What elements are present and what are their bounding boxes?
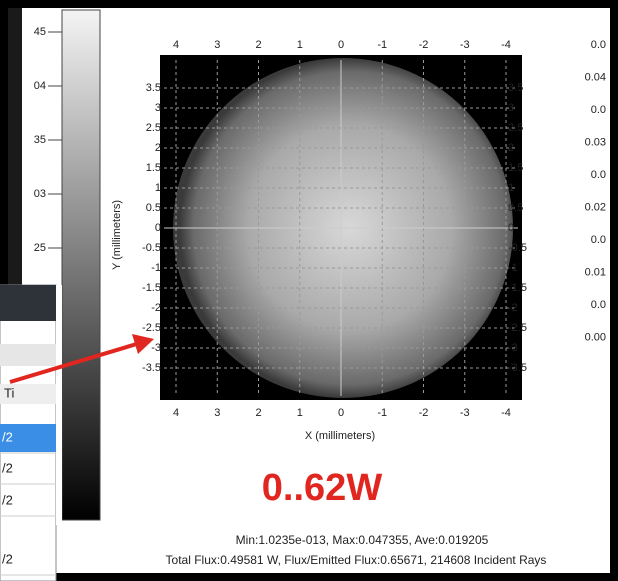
y-tick-label: 1.5	[146, 162, 161, 174]
y-tick-label: 3.5	[146, 82, 161, 94]
window-header	[0, 285, 56, 321]
column-header	[0, 384, 56, 404]
stats-line: Min:1.0235e-013, Max:0.047355, Ave:0.019…	[236, 533, 489, 547]
y-tick-label: 3	[508, 102, 514, 114]
y-tick-label: -2.5	[508, 322, 527, 334]
x-tick-label: 3	[214, 407, 220, 419]
arrow-shaft	[9, 341, 141, 384]
x-tick-label: 1	[297, 39, 303, 51]
x-tick-label: -1	[377, 407, 387, 419]
colorbar-label: 25	[34, 242, 46, 254]
selected-row[interactable]	[0, 424, 56, 452]
scale-label: 0.02	[585, 201, 606, 213]
y-tick-label: 0.5	[508, 202, 523, 214]
y-tick-label: -0.5	[142, 242, 161, 254]
y-tick-label: -2	[151, 302, 161, 314]
y-tick-label: 2.5	[146, 122, 161, 134]
y-tick-label: 2.5	[508, 122, 523, 134]
scale-label: 0.0	[591, 39, 606, 51]
x-tick-label: -2	[419, 407, 429, 419]
scale-label: 0.03	[585, 136, 606, 148]
annotation: 0..62W	[262, 467, 383, 509]
gap	[56, 285, 62, 525]
scale-label: 0.01	[585, 266, 606, 278]
y-tick-label: 0	[155, 222, 161, 234]
y-tick-label: -1	[151, 262, 161, 274]
y-tick-label: 1	[155, 182, 161, 194]
x-tick-label: -1	[377, 39, 387, 51]
y-tick-label: -1	[508, 262, 518, 274]
scale-label: 0.04	[585, 71, 606, 83]
labels: 45043503250215010500.00.040.00.030.00.02…	[34, 26, 606, 524]
y-tick-label: 2	[508, 142, 514, 154]
x-tick-label: -2	[419, 39, 429, 51]
y-tick-label: 0	[508, 222, 514, 234]
toolbar	[0, 344, 56, 366]
y-tick-label: 3.5	[508, 82, 523, 94]
y-tick-label: -3	[151, 342, 161, 354]
x-tick-label: 0	[338, 407, 344, 419]
column-title: Ti	[4, 385, 14, 400]
y-tick-label: -2.5	[142, 322, 161, 334]
x-tick-label: 0	[338, 39, 344, 51]
x-tick-label: 2	[255, 39, 261, 51]
y-tick-label: -0.5	[508, 242, 527, 254]
y-tick-label: -1.5	[142, 282, 161, 294]
y-tick-label: -2	[508, 302, 518, 314]
y-tick-label: 2	[155, 142, 161, 154]
x-tick-label: -3	[460, 39, 470, 51]
row-label[interactable]: /2	[2, 460, 13, 475]
x-tick-label: -4	[501, 39, 511, 51]
y-tick-label: -3.5	[508, 362, 527, 374]
x-tick-label: 2	[255, 407, 261, 419]
x-axis-label: X (millimeters)	[305, 430, 375, 442]
row-label[interactable]: /2	[2, 492, 13, 507]
colorbar-label: 03	[34, 188, 46, 200]
scale-label: 0.0	[591, 104, 606, 116]
arrow-head	[132, 334, 154, 354]
row-label[interactable]: /2	[2, 429, 13, 444]
x-tick-label: 4	[173, 407, 179, 419]
scale-label: 0.00	[585, 331, 606, 343]
colorbar-label: 04	[34, 80, 46, 92]
row-label[interactable]: /2	[2, 551, 13, 566]
y-tick-label: 1.5	[508, 162, 523, 174]
x-tick-label: -4	[501, 407, 511, 419]
x-tick-label: 3	[214, 39, 220, 51]
y-tick-label: 0.5	[146, 202, 161, 214]
side-window: Ti /2/2/2/2	[0, 284, 57, 581]
grid	[164, 60, 518, 396]
colorbar	[61, 9, 101, 521]
y-tick-label: 3	[155, 102, 161, 114]
colorbar-label: 35	[34, 134, 46, 146]
y-tick-label: -1.5	[508, 282, 527, 294]
x-tick-label: 4	[173, 39, 179, 51]
scale-label: 0.0	[591, 299, 606, 311]
x-tick-label: 1	[297, 407, 303, 419]
stats-line: Total Flux:0.49581 W, Flux/Emitted Flux:…	[166, 553, 547, 567]
colorbar-label: 45	[34, 26, 46, 38]
y-tick-label: 1	[508, 182, 514, 194]
y-tick-label: -3	[508, 342, 518, 354]
y-axis-label: Y (millimeters)	[111, 200, 123, 270]
y-tick-label: -3.5	[142, 362, 161, 374]
scale-label: 0.0	[591, 234, 606, 246]
scale-label: 0.0	[591, 169, 606, 181]
x-tick-label: -3	[460, 407, 470, 419]
